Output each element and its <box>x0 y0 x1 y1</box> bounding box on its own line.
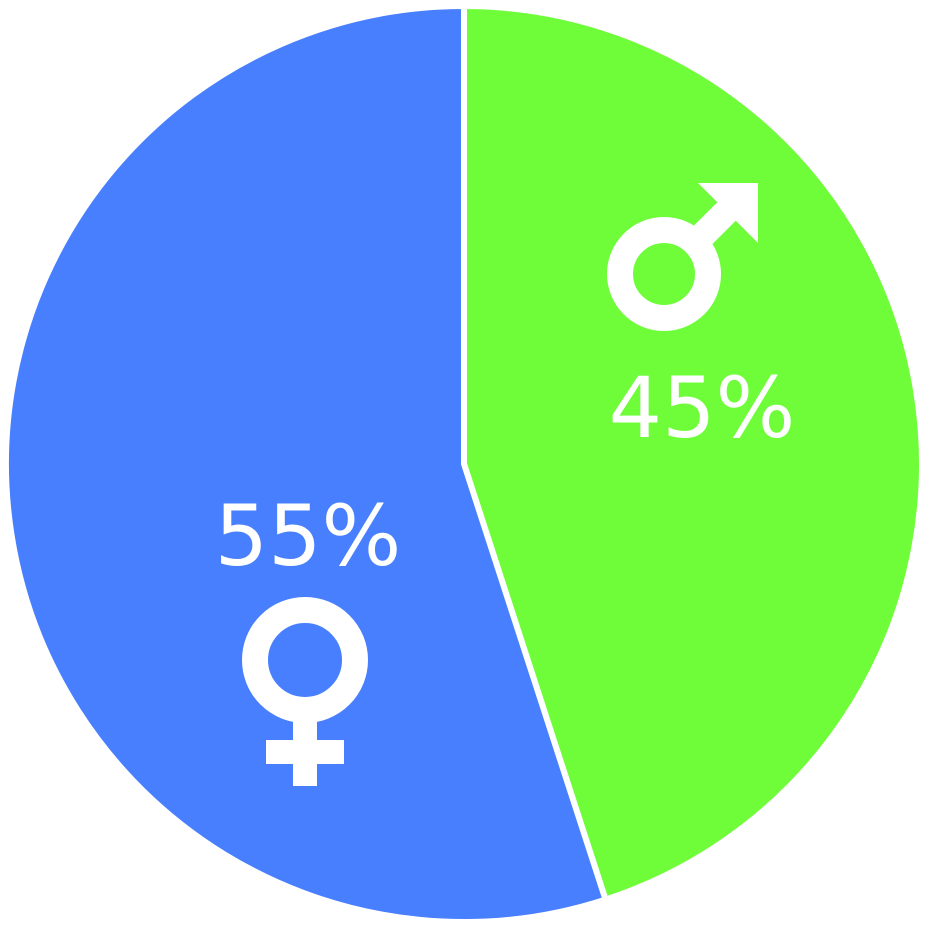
pie-slice-female <box>3 2 610 925</box>
slice-label-male: 45% <box>609 359 796 457</box>
female-symbol-icon <box>242 597 368 786</box>
slice-label-female: 55% <box>215 487 402 585</box>
pie-slice-male <box>461 2 925 904</box>
male-symbol-icon <box>607 183 758 331</box>
pie-slices <box>3 2 925 925</box>
